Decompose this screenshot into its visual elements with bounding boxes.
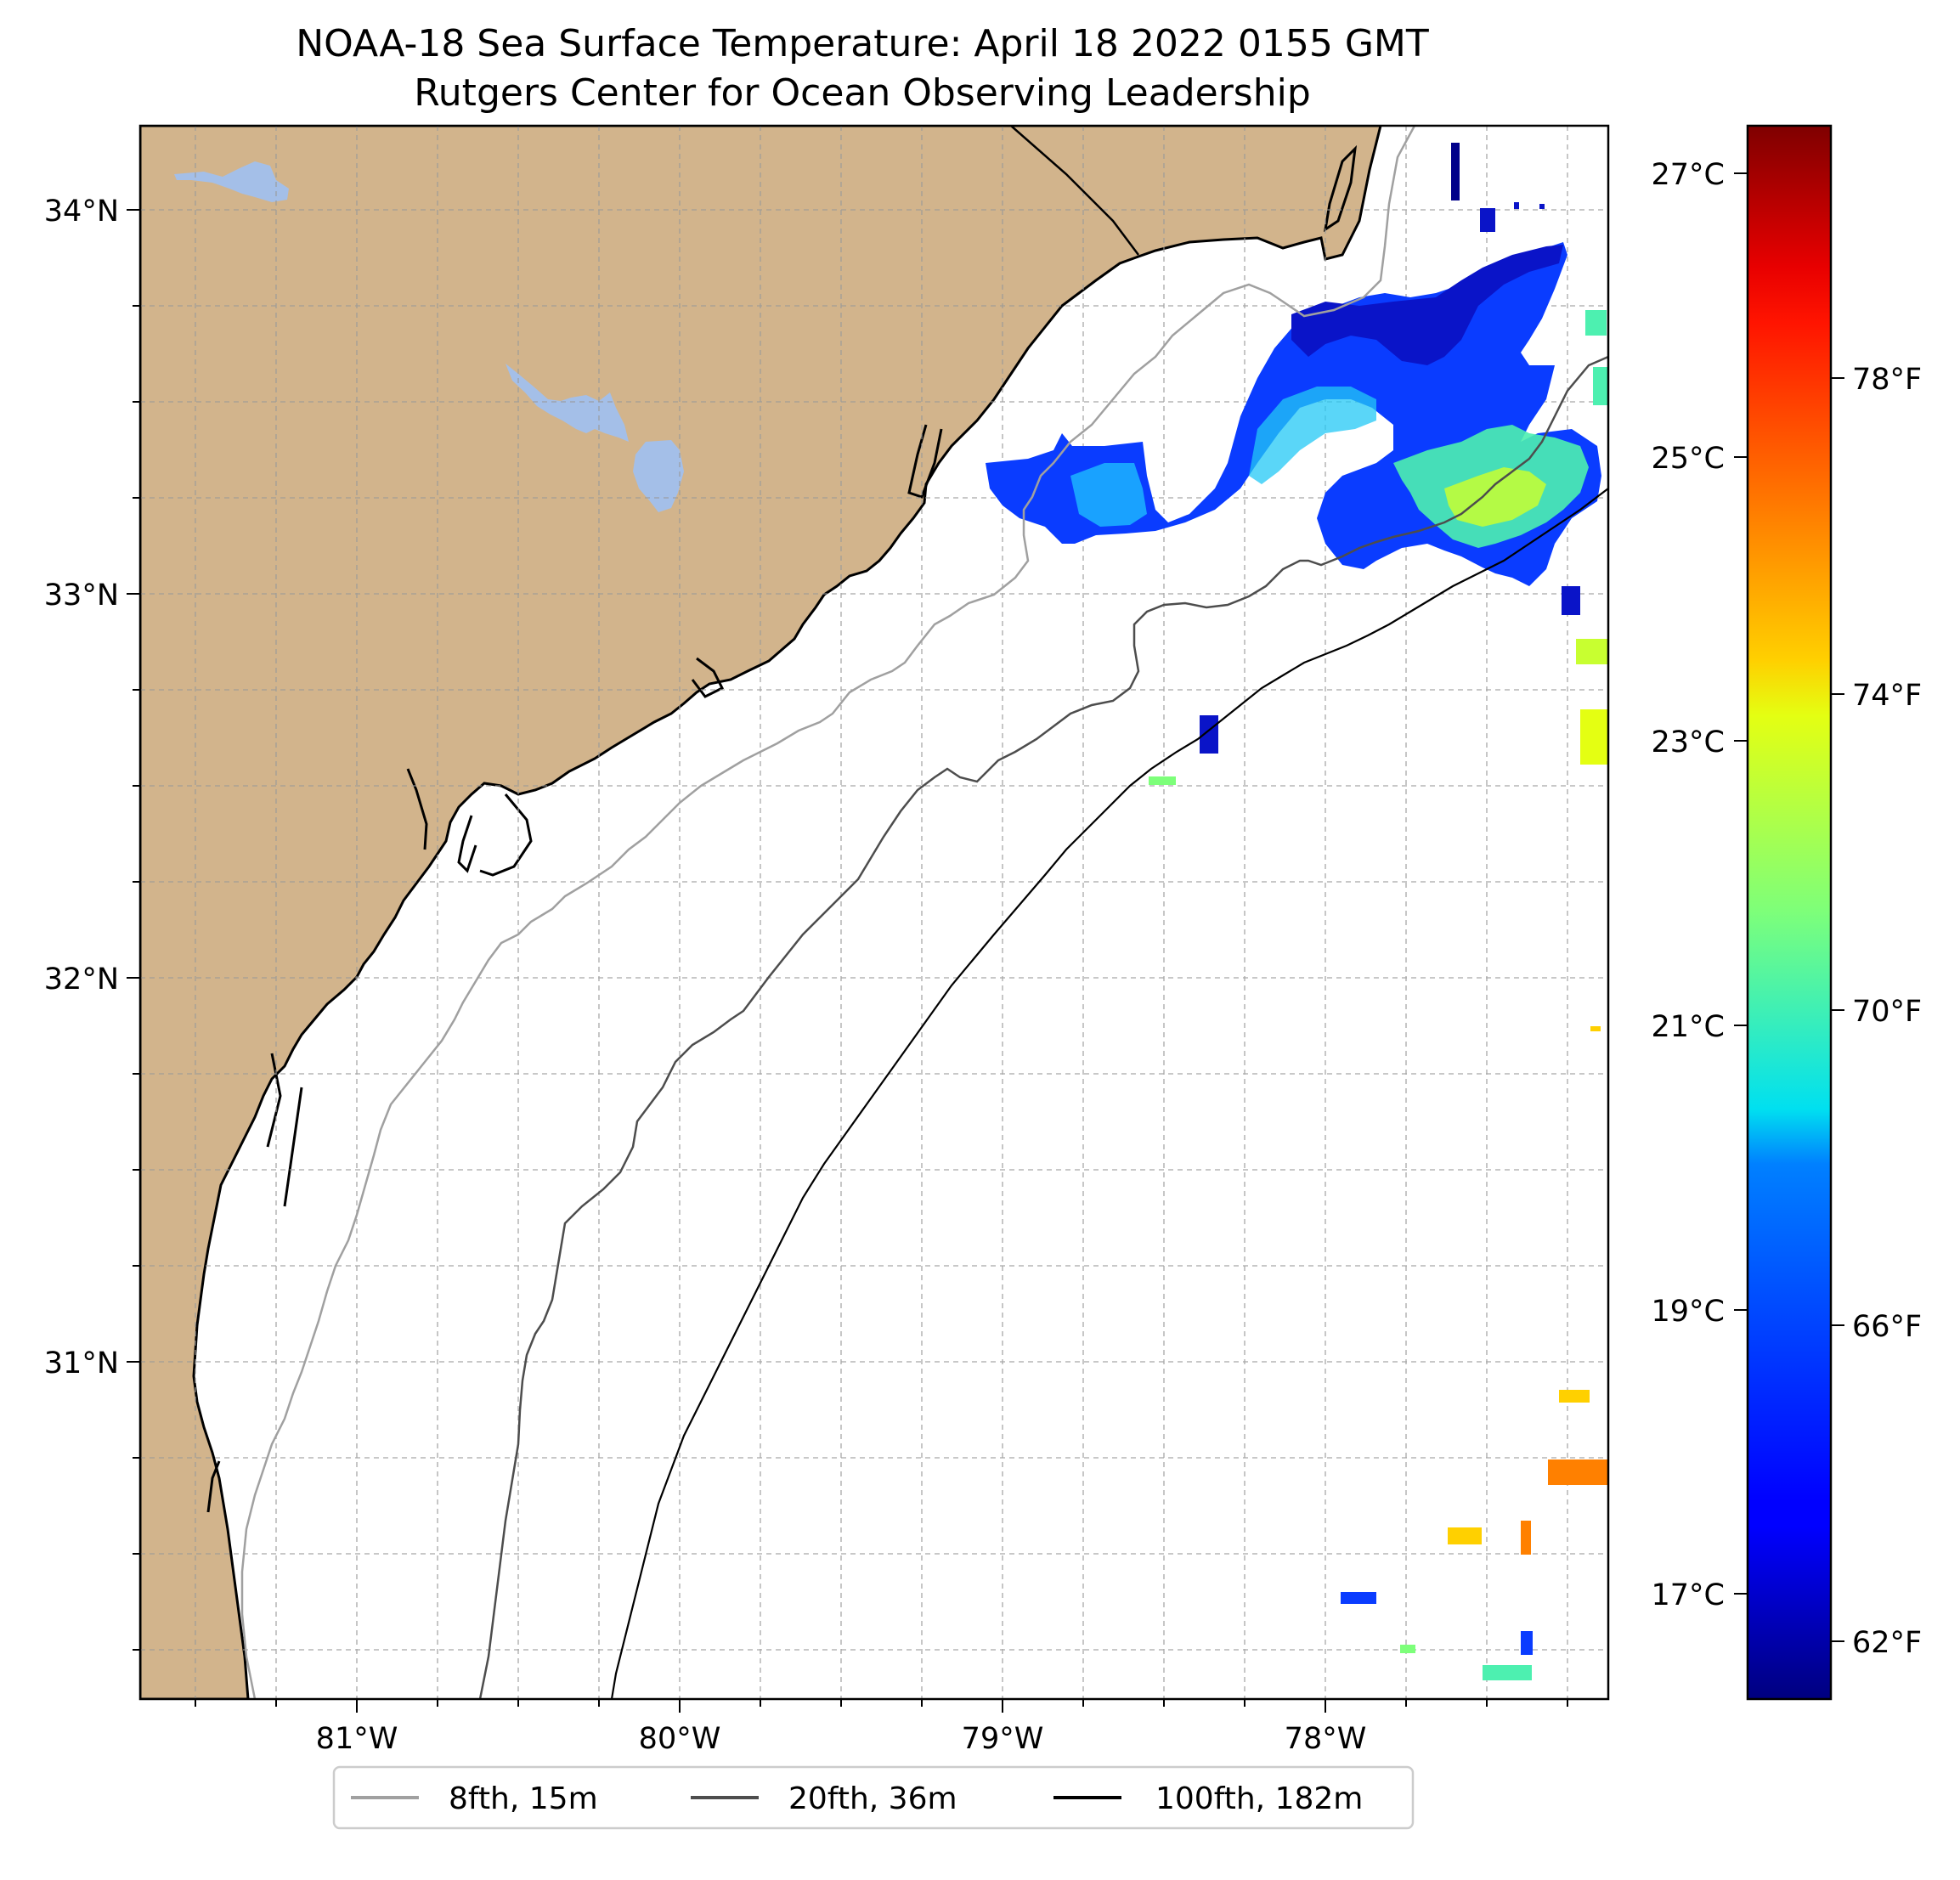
cbar-tick-25c: 25°C xyxy=(1652,442,1725,476)
lon-ticks xyxy=(195,1699,1568,1713)
sst-dot-16 xyxy=(1521,1521,1531,1555)
sst-dot-3 xyxy=(1514,202,1519,209)
legend-label-100fth: 100fth, 182m xyxy=(1155,1781,1363,1816)
lat-ticks xyxy=(127,209,140,1651)
lat-tick-34n: 34°N xyxy=(44,195,119,229)
lon-tick-81w: 81°W xyxy=(316,1722,398,1756)
chart-title: NOAA-18 Sea Surface Temperature: April 1… xyxy=(296,22,1429,65)
sst-dot-18 xyxy=(1400,1645,1415,1653)
cbar-tick-19c: 19°C xyxy=(1652,1295,1725,1329)
sst-dot-14 xyxy=(1548,1459,1607,1485)
lon-tick-78w: 78°W xyxy=(1285,1722,1367,1756)
lake-moultrie xyxy=(633,440,684,512)
legend-label-8fth: 8fth, 15m xyxy=(449,1781,598,1816)
sst-dot-15 xyxy=(1448,1527,1482,1544)
sst-dot-6 xyxy=(1593,367,1608,405)
sst-dot-17 xyxy=(1341,1592,1376,1604)
lat-tick-33n: 33°N xyxy=(44,579,119,613)
sst-dot-4 xyxy=(1539,204,1545,209)
lon-tick-80w: 80°W xyxy=(639,1722,721,1756)
sst-patch-cyan-mid xyxy=(1249,387,1376,484)
sst-patch-yellow xyxy=(1444,467,1546,527)
chart-subtitle: Rutgers Center for Ocean Observing Leade… xyxy=(414,71,1311,115)
sst-dot-20 xyxy=(1521,1631,1533,1655)
contour-20fth xyxy=(478,355,1608,1699)
sst-patch-cyan-west xyxy=(1070,463,1147,527)
colorbar-gradient xyxy=(1746,124,1833,1701)
sst-dot-11 xyxy=(1149,776,1176,785)
legend-box xyxy=(332,1765,1415,1830)
map-area xyxy=(140,126,1608,1699)
colorbar: 27°C 25°C 23°C 21°C 19°C 17°C 78°F 74°F … xyxy=(1652,124,1922,1701)
lake-north xyxy=(174,161,289,202)
sst-dot-7 xyxy=(1562,586,1580,615)
state-border xyxy=(1010,126,1139,256)
sst-dot-9 xyxy=(1580,709,1608,765)
cbar-tick-70f: 70°F xyxy=(1852,995,1922,1029)
sst-patch-top-band xyxy=(1291,245,1563,365)
cbar-tick-74f: 74°F xyxy=(1852,679,1922,713)
lat-tick-32n: 32°N xyxy=(44,963,119,996)
cbar-tick-78f: 78°F xyxy=(1852,363,1922,397)
barrier-islands xyxy=(206,144,1358,1513)
sst-dot-1 xyxy=(1451,143,1460,200)
cbar-tick-23c: 23°C xyxy=(1652,725,1725,759)
sst-dot-2 xyxy=(1480,208,1495,232)
map-frame xyxy=(138,124,1610,1701)
lon-tick-79w: 79°W xyxy=(962,1722,1044,1756)
contour-100fth xyxy=(610,488,1608,1699)
sst-dot-10 xyxy=(1200,715,1218,754)
legend-label-20fth: 20fth, 36m xyxy=(788,1781,957,1816)
cbar-tick-66f: 66°F xyxy=(1852,1310,1922,1344)
sst-dot-19 xyxy=(1483,1665,1532,1680)
sst-dot-5 xyxy=(1585,310,1607,336)
legend: 8fth, 15m 20fth, 36m 100fth, 182m xyxy=(332,1765,1415,1830)
land xyxy=(140,126,1382,1699)
lat-tick-31n: 31°N xyxy=(44,1346,119,1380)
sst-dot-12 xyxy=(1590,1026,1601,1031)
cbar-tick-17c: 17°C xyxy=(1652,1578,1725,1612)
cbar-tick-62f: 62°F xyxy=(1852,1626,1922,1660)
sst-dot-13 xyxy=(1559,1390,1590,1403)
cbar-tick-21c: 21°C xyxy=(1652,1010,1725,1044)
lake-marion xyxy=(506,364,629,442)
cbar-tick-27c: 27°C xyxy=(1652,158,1725,192)
contour-8fth xyxy=(240,126,1416,1699)
sst-data xyxy=(986,143,1608,1680)
sst-dot-8 xyxy=(1576,639,1608,664)
